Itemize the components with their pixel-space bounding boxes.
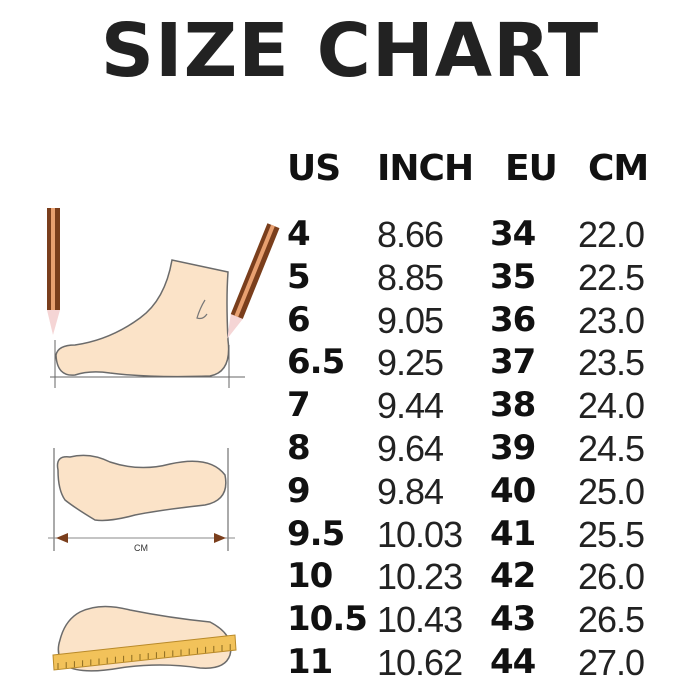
cell-eu: 36 (490, 299, 536, 340)
cell-cm: 25.5 (578, 513, 645, 555)
cell-inch: 9.05 (377, 299, 444, 341)
measure-label: CM (134, 543, 148, 553)
table-row: 4 8.66 34 22.0 (0, 213, 700, 256)
cell-inch: 10.03 (377, 513, 463, 555)
cell-inch: 10.23 (377, 556, 463, 598)
cell-us: 9 (287, 470, 311, 511)
cell-cm: 24.5 (578, 428, 645, 469)
cell-eu: 40 (490, 470, 536, 511)
table-row: 5 8.85 35 22.5 (0, 256, 700, 299)
cell-eu: 39 (490, 428, 536, 468)
cell-eu: 43 (490, 599, 536, 640)
cell-eu: 41 (490, 513, 536, 554)
cell-inch: 9.44 (377, 385, 444, 427)
cell-cm: 24.0 (578, 385, 645, 427)
cell-us: 7 (287, 385, 311, 426)
page-title: SIZE CHART (100, 8, 600, 94)
header-inch: INCH (377, 148, 474, 189)
cell-eu: 38 (490, 385, 536, 426)
table-row: 7 9.44 38 24.0 (0, 384, 700, 427)
cell-us: 6.5 (287, 342, 345, 383)
cell-cm: 22.0 (578, 214, 645, 255)
side-foot-icon (47, 208, 280, 388)
table-row: 9.5 10.03 41 25.5 (0, 513, 700, 556)
cell-us: 8 (287, 428, 311, 468)
cell-inch: 9.25 (377, 342, 444, 384)
table-row: 11 10.62 44 27.0 (0, 641, 700, 684)
table-row: 6 9.05 36 23.0 (0, 299, 700, 342)
cell-eu: 35 (490, 256, 536, 297)
table-row: 6.5 9.25 37 23.5 (0, 341, 700, 384)
arrow-right-icon (214, 533, 226, 543)
cell-inch: 9.64 (377, 428, 444, 469)
table-row: 10 10.23 42 26.0 (0, 555, 700, 598)
cell-inch: 10.62 (377, 642, 463, 683)
cell-cm: 27.0 (578, 642, 645, 683)
cell-cm: 22.5 (578, 256, 645, 298)
top-foot-icon: CM (48, 448, 235, 553)
cell-us: 6 (287, 299, 311, 340)
table-row: 10.5 10.43 43 26.5 (0, 598, 700, 641)
table-row: 9 9.84 40 25.0 (0, 470, 700, 513)
cell-inch: 8.66 (377, 214, 444, 255)
pencil-icon (227, 223, 280, 339)
cell-us: 10 (287, 556, 333, 597)
cell-inch: 8.85 (377, 256, 444, 298)
cell-inch: 9.84 (377, 470, 444, 512)
foot-measurement-illustration: CM (47, 208, 280, 672)
cell-us: 10.5 (287, 599, 368, 640)
cell-cm: 26.5 (578, 599, 645, 641)
cell-cm: 26.0 (578, 556, 645, 598)
cell-eu: 34 (490, 214, 536, 254)
cell-cm: 25.0 (578, 470, 645, 512)
arrow-left-icon (56, 533, 68, 543)
cell-us: 9.5 (287, 513, 345, 554)
cell-eu: 37 (490, 342, 536, 383)
sole-with-ruler-icon (52, 605, 237, 672)
header-eu: EU (505, 148, 558, 189)
header-us: US (287, 148, 341, 189)
cell-inch: 10.43 (377, 599, 463, 641)
cell-eu: 44 (490, 642, 536, 682)
cell-us: 5 (287, 256, 311, 297)
cell-eu: 42 (490, 556, 536, 597)
cell-cm: 23.0 (578, 299, 645, 341)
cell-us: 4 (287, 214, 311, 254)
table-row: 8 9.64 39 24.5 (0, 427, 700, 470)
cell-cm: 23.5 (578, 342, 645, 384)
cell-us: 11 (287, 642, 333, 682)
header-cm: CM (588, 148, 649, 189)
